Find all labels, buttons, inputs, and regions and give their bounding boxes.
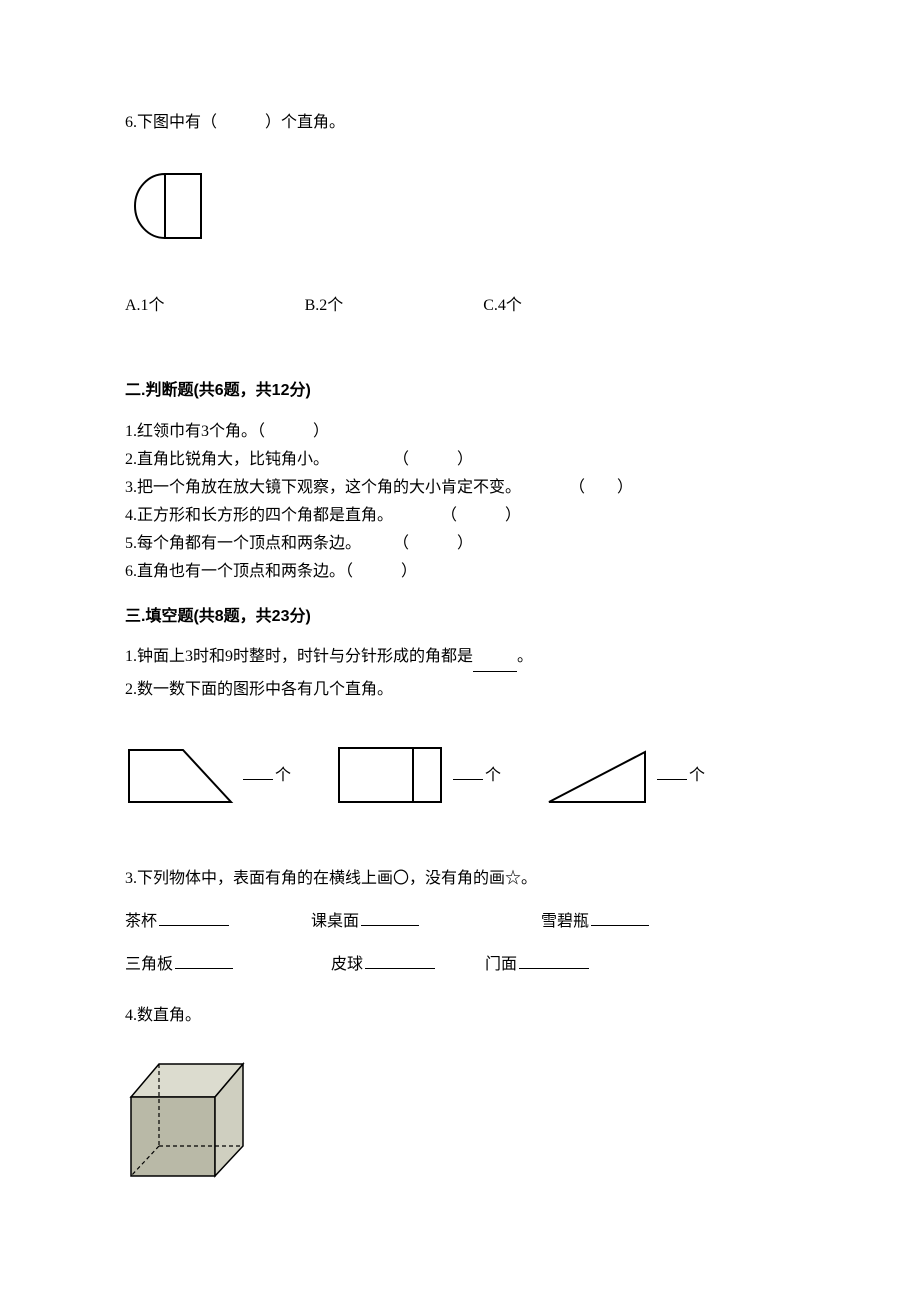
judge-5: 5.每个角都有一个顶点和两条边。 （ ） — [125, 530, 795, 558]
q6-text: 6.下图中有（ ）个直角。 — [125, 110, 795, 136]
q3-row2: 三角板 皮球 门面 — [125, 952, 795, 978]
rect-label: 个 — [451, 763, 501, 789]
q6-option-a: A.1个 — [125, 293, 165, 319]
q6-option-c: C.4个 — [483, 293, 522, 319]
triangle-figure — [545, 748, 649, 806]
section2-title: 二.判断题(共6题，共12分) — [125, 378, 795, 404]
fill-q1-suf: 。 — [517, 648, 533, 665]
section3-title: 三.填空题(共8题，共23分) — [125, 604, 795, 630]
q3-desk: 课桌面 — [311, 909, 421, 935]
judge-4: 4.正方形和长方形的四个角都是直角。 （ ） — [125, 502, 795, 530]
trapezoid-label: 个 — [241, 763, 291, 789]
fill-q4-text: 4.数直角。 — [125, 1002, 795, 1030]
judge-3: 3.把一个角放在放大镜下观察，这个角的大小肯定不变。 （ ） — [125, 474, 795, 502]
triangle-group: 个 — [545, 748, 705, 806]
q3-ball: 皮球 — [331, 952, 437, 978]
trapezoid-group: 个 — [125, 746, 291, 806]
fill-q1-pre: 1.钟面上3时和9时整时，时针与分针形成的角都是 — [125, 648, 473, 665]
fill-q2-text: 2.数一数下面的图形中各有几个直角。 — [125, 676, 795, 704]
q6-option-b: B.2个 — [305, 293, 344, 319]
q3-setsquare: 三角板 — [125, 952, 235, 978]
trapezoid-figure — [125, 746, 235, 806]
q3-cup: 茶杯 — [125, 909, 231, 935]
q3-row1: 茶杯 课桌面 雪碧瓶 — [125, 909, 795, 935]
triangle-label: 个 — [655, 763, 705, 789]
fill-q1: 1.钟面上3时和9时整时，时针与分针形成的角都是 。 — [125, 643, 795, 672]
q6-options: A.1个 B.2个 C.4个 — [125, 293, 795, 319]
rect-group: 个 — [335, 744, 501, 806]
judge-2: 2.直角比锐角大，比钝角小。 （ ） — [125, 446, 795, 474]
judge-1: 1.红领巾有3个角。（ ） — [125, 418, 795, 446]
fill-q3-text: 3.下列物体中，表面有角的在横线上画〇，没有角的画☆。 — [125, 864, 795, 894]
q3-bottle: 雪碧瓶 — [541, 909, 651, 935]
judge-6: 6.直角也有一个顶点和两条边。（ ） — [125, 558, 795, 586]
q3-door: 门面 — [485, 952, 591, 978]
q2-figures: 个 个 个 — [125, 744, 795, 806]
rectangle-figure — [335, 744, 445, 806]
q6-figure — [127, 171, 795, 241]
q4-cube-figure — [125, 1058, 795, 1184]
